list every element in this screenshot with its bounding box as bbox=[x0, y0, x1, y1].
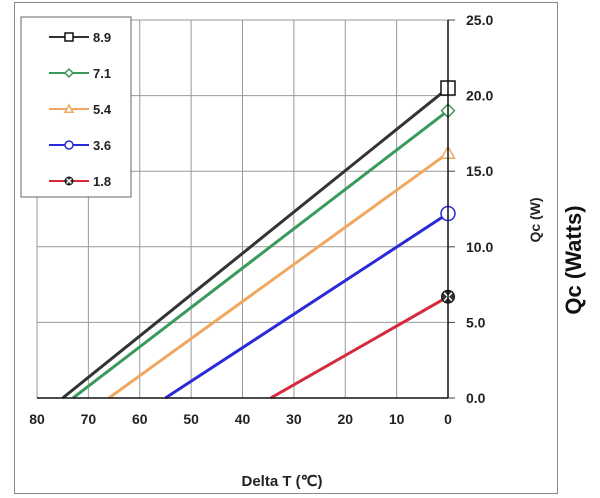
series-layer bbox=[61, 80, 456, 400]
legend-label: 8.9 bbox=[93, 30, 111, 45]
y-tick-label: 10.0 bbox=[466, 239, 493, 255]
outer-y-label-wrap: Qc (Watts) bbox=[561, 205, 586, 314]
x-tick-label: 60 bbox=[132, 411, 148, 427]
legend-label: 5.4 bbox=[93, 102, 112, 117]
axes: 80 70 60 50 40 30 20 10 0 0.0 5.0 10.0 15.0 20.0 25.0 bbox=[29, 12, 493, 427]
series-line-7.1 bbox=[72, 109, 449, 400]
y-tick-label: 15.0 bbox=[466, 163, 493, 179]
x-tick-label: 40 bbox=[235, 411, 251, 427]
x-tick-label: 0 bbox=[444, 411, 452, 427]
series-line-8.9 bbox=[61, 86, 449, 400]
square-marker bbox=[64, 32, 74, 42]
legend: 8.9 7.1 5.4 3.6 1.8 bbox=[20, 16, 132, 198]
y-tick-label: 0.0 bbox=[466, 390, 486, 406]
x-tick-label: 50 bbox=[183, 411, 199, 427]
y-tick-label: 25.0 bbox=[466, 12, 493, 28]
x-tick-label: 10 bbox=[389, 411, 405, 427]
outer-y-axis-label: Qc (Watts) bbox=[561, 205, 586, 314]
y-tick-label: 20.0 bbox=[466, 88, 493, 104]
triangle-marker bbox=[63, 103, 75, 113]
legend-label: 7.1 bbox=[93, 66, 111, 81]
series-line-3.6 bbox=[164, 212, 449, 400]
x-tick-label: 20 bbox=[337, 411, 353, 427]
x-tick-label: 80 bbox=[29, 411, 45, 427]
legend-label: 1.8 bbox=[93, 174, 111, 189]
chart-frame bbox=[14, 2, 558, 494]
y-tick-label: 5.0 bbox=[466, 314, 486, 330]
x-tick-label: 70 bbox=[81, 411, 97, 427]
series-line-5.4 bbox=[108, 151, 449, 400]
x-circle-marker-stroke bbox=[66, 178, 72, 184]
y-axis-label: Qc (W) bbox=[527, 197, 543, 242]
x-axis-label: Delta T (℃) bbox=[241, 473, 322, 490]
diamond-marker bbox=[63, 67, 75, 79]
x-tick-label: 30 bbox=[286, 411, 302, 427]
legend-label: 3.6 bbox=[93, 138, 111, 153]
circle-marker bbox=[64, 140, 74, 150]
series-line-1.8 bbox=[270, 295, 449, 400]
legend-box bbox=[20, 16, 132, 198]
